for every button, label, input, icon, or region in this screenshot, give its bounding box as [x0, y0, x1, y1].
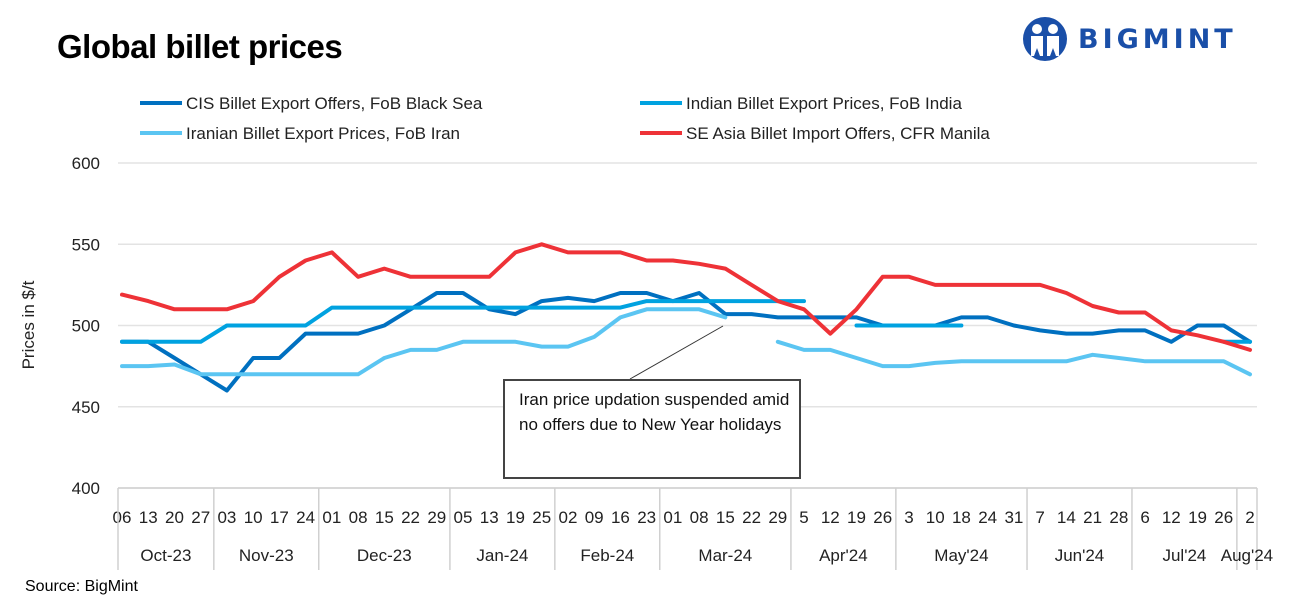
- series-line-1: [120, 299, 1252, 344]
- x-tick-label: 16: [611, 508, 630, 527]
- x-tick-label: 23: [637, 508, 656, 527]
- x-tick-label: 18: [952, 508, 971, 527]
- x-tick-label: 5: [799, 508, 808, 527]
- x-tick-label: 14: [1057, 508, 1076, 527]
- month-label: Dec-23: [357, 546, 412, 565]
- month-label: Apr'24: [819, 546, 868, 565]
- x-tick-label: 28: [1109, 508, 1128, 527]
- y-tick-label: 450: [72, 398, 100, 417]
- x-tick-label: 06: [113, 508, 132, 527]
- x-tick-label: 24: [296, 508, 315, 527]
- y-tick-label: 550: [72, 235, 100, 254]
- x-tick-label: 05: [454, 508, 473, 527]
- x-tick-label: 17: [270, 508, 289, 527]
- legend-label: Indian Billet Export Prices, FoB India: [686, 94, 962, 113]
- x-tick-label: 01: [663, 508, 682, 527]
- legend-label: Iranian Billet Export Prices, FoB Iran: [186, 124, 460, 143]
- x-tick-label: 12: [821, 508, 840, 527]
- x-tick-label: 29: [427, 508, 446, 527]
- chart-title: Global billet prices: [57, 28, 343, 65]
- x-tick-label: 31: [1004, 508, 1023, 527]
- source-note: Source: BigMint: [25, 578, 138, 595]
- y-tick-label: 400: [72, 479, 100, 498]
- x-tick-label: 03: [217, 508, 236, 527]
- x-tick-label: 7: [1035, 508, 1044, 527]
- annotation-box: Iran price updation suspended amid no of…: [503, 379, 801, 479]
- annotation-leader-line: [629, 325, 724, 380]
- x-tick-label: 02: [558, 508, 577, 527]
- month-label: Feb-24: [580, 546, 634, 565]
- y-tick-label: 600: [72, 154, 100, 173]
- month-label: Aug'24: [1221, 546, 1273, 565]
- x-tick-label: 26: [1214, 508, 1233, 527]
- x-tick-label: 08: [690, 508, 709, 527]
- x-tick-label: 08: [349, 508, 368, 527]
- x-tick-label: 20: [165, 508, 184, 527]
- legend-label: CIS Billet Export Offers, FoB Black Sea: [186, 94, 483, 113]
- month-label: Jan-24: [476, 546, 528, 565]
- x-tick-label: 29: [768, 508, 787, 527]
- bigmint-logo-icon: [1023, 17, 1067, 61]
- x-tick-label: 13: [139, 508, 158, 527]
- x-tick-label: 19: [1188, 508, 1207, 527]
- x-tick-label: 10: [244, 508, 263, 527]
- x-tick-label: 01: [322, 508, 341, 527]
- x-tick-label: 27: [191, 508, 210, 527]
- x-tick-label: 09: [585, 508, 604, 527]
- x-tick-label: 12: [1162, 508, 1181, 527]
- x-tick-label: 25: [532, 508, 551, 527]
- x-tick-label: 24: [978, 508, 997, 527]
- x-tick-label: 19: [506, 508, 525, 527]
- series-line-3: [120, 242, 1252, 352]
- x-tick-label: 21: [1083, 508, 1102, 527]
- x-tick-label: 6: [1140, 508, 1149, 527]
- month-label: Nov-23: [239, 546, 294, 565]
- x-tick-label: 26: [873, 508, 892, 527]
- month-label: May'24: [934, 546, 988, 565]
- x-tick-label: 15: [375, 508, 394, 527]
- x-tick-label: 3: [904, 508, 913, 527]
- bigmint-logo: BIGMINT: [1022, 16, 1237, 62]
- legend-label: SE Asia Billet Import Offers, CFR Manila: [686, 124, 990, 143]
- x-tick-label: 22: [401, 508, 420, 527]
- logo-text: BIGMINT: [1078, 23, 1237, 55]
- x-tick-label: 19: [847, 508, 866, 527]
- y-axis-label: Prices in $/t: [19, 280, 38, 369]
- y-tick-label: 500: [72, 317, 100, 336]
- x-tick-label: 2: [1245, 508, 1254, 527]
- series-line-2: [120, 307, 1252, 377]
- month-label: Jul'24: [1162, 546, 1206, 565]
- month-label: Jun'24: [1055, 546, 1105, 565]
- x-tick-label: 10: [926, 508, 945, 527]
- x-tick-label: 22: [742, 508, 761, 527]
- month-label: Mar-24: [698, 546, 752, 565]
- series-line-0: [120, 291, 1252, 393]
- month-label: Oct-23: [140, 546, 191, 565]
- x-tick-label: 15: [716, 508, 735, 527]
- x-tick-label: 13: [480, 508, 499, 527]
